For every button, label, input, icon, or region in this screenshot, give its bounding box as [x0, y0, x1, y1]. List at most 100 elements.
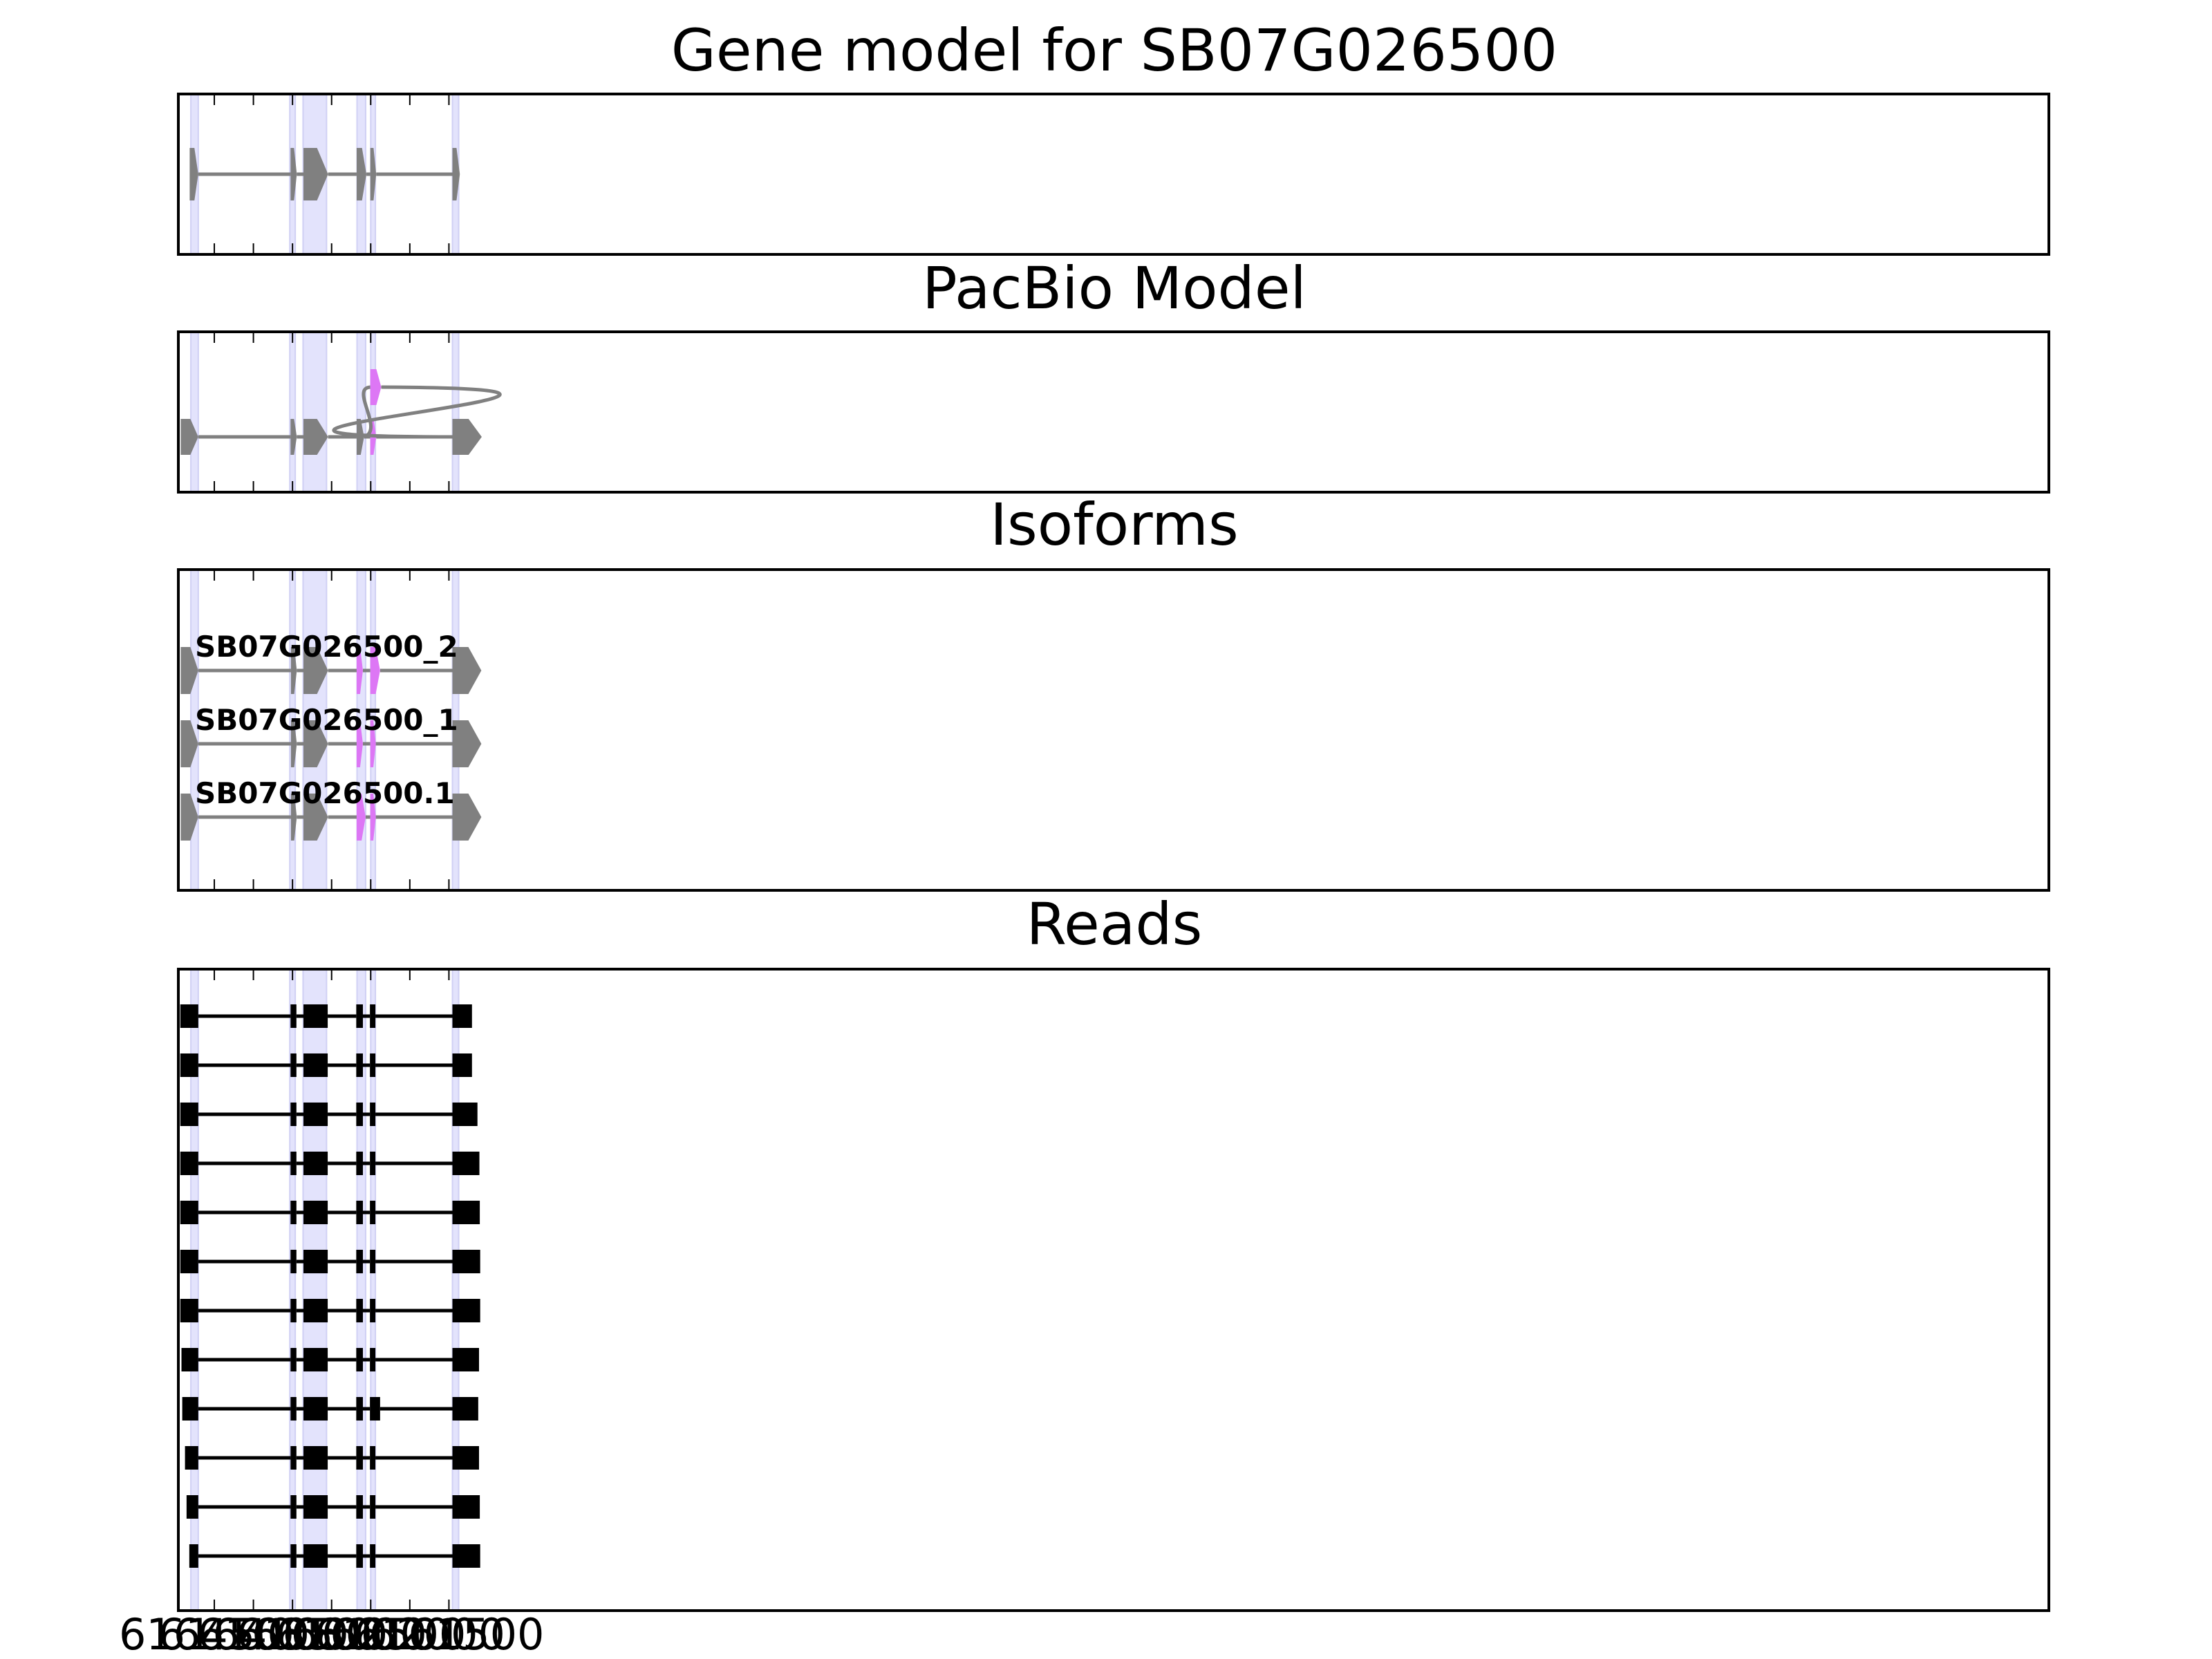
exon-arrow [180, 647, 198, 694]
pacbio-model-frame [177, 330, 2050, 494]
read-block [356, 1152, 363, 1175]
read-block [356, 1397, 363, 1421]
reads-panel: Reads [177, 890, 2050, 1612]
read-block [290, 1397, 297, 1421]
read-block [452, 1103, 478, 1126]
read-block [356, 1446, 363, 1470]
read-block [303, 1495, 328, 1519]
read-block [182, 1397, 198, 1421]
exon-arrow [356, 647, 363, 694]
read-block [290, 1348, 297, 1371]
highlight-region [190, 331, 199, 493]
exon-arrow [290, 419, 297, 455]
read-block [290, 1544, 297, 1568]
exon-arrow [356, 148, 367, 200]
read-block [370, 1103, 376, 1126]
isoforms-frame [177, 568, 2050, 892]
read-block [290, 1004, 297, 1028]
read-block [370, 1446, 376, 1470]
gene-model-title: Gene model for SB07G026500 [671, 17, 1557, 84]
exon-arrow [370, 148, 377, 200]
reads-tracks [180, 1004, 480, 1568]
read-block [452, 1299, 480, 1322]
exon-arrow [189, 148, 198, 200]
read-block [356, 1544, 363, 1568]
exon-arrow [303, 148, 328, 200]
read-block [303, 1201, 328, 1224]
exon-arrow [180, 419, 198, 455]
isoforms-panel: Isoforms SB07G026500_2SB07G026500_1SB07G… [177, 491, 2050, 892]
isoforms-title: Isoforms [990, 491, 1239, 559]
read-block [290, 1299, 297, 1322]
read-block [452, 1446, 479, 1470]
x-tick-label: 6161500 [353, 1609, 544, 1659]
read-block [290, 1495, 297, 1519]
reads-ticks [214, 969, 450, 1611]
read-block [356, 1495, 363, 1519]
exon-arrow [370, 794, 376, 841]
read-block [452, 1348, 479, 1371]
read-block [303, 1152, 328, 1175]
pacbio-model-panel: PacBio Model [177, 254, 2050, 494]
read-block [370, 1495, 376, 1519]
highlight-region [451, 331, 460, 493]
read-block [356, 1053, 363, 1077]
read-block [185, 1446, 198, 1470]
x-tick-label: 6164000 [158, 1609, 349, 1659]
isoforms-tracks: SB07G026500_2 SB07G026500_1 SB07G026500.1 [180, 630, 482, 841]
read-block [186, 1495, 198, 1519]
pacbio-model-tracks [180, 369, 502, 455]
read-block [303, 1004, 328, 1028]
reads-frame [177, 968, 2050, 1612]
x-axis-tick-labels: 6164500616400061635006163000616250061620… [119, 1609, 545, 1659]
read-block [303, 1446, 328, 1470]
read-block [290, 1201, 297, 1224]
read-block [452, 1495, 480, 1519]
gene-model-ticks [214, 94, 450, 254]
read-block [290, 1446, 297, 1470]
read-block [452, 1544, 480, 1568]
read-block [370, 1004, 376, 1028]
highlight-region [289, 331, 297, 493]
read-block [452, 1201, 480, 1224]
exon-arrow [452, 419, 482, 455]
exon-arrow [452, 720, 482, 767]
x-tick-label: 6162000 [315, 1609, 505, 1659]
read-block [452, 1397, 478, 1421]
read-block [356, 1348, 363, 1371]
read-block [303, 1299, 328, 1322]
read-block [452, 1250, 480, 1273]
exon-arrow [303, 419, 328, 455]
read-block [356, 1103, 363, 1126]
exon-arrow [180, 720, 198, 767]
read-block [356, 1250, 363, 1273]
read-block [303, 1544, 328, 1568]
exon-arrow [356, 794, 366, 841]
intron-curve [332, 385, 502, 439]
read-block [303, 1397, 328, 1421]
read-block [303, 1103, 328, 1126]
read-block [180, 1152, 198, 1175]
exon-arrow [290, 148, 297, 200]
read-block [180, 1299, 198, 1322]
highlight-region [370, 331, 377, 493]
read-block [370, 1250, 376, 1273]
read-block [370, 1348, 376, 1371]
exon-arrow [290, 720, 297, 767]
read-block [290, 1152, 297, 1175]
read-block [370, 1053, 376, 1077]
read-block [180, 1201, 198, 1224]
read-block [290, 1250, 297, 1273]
exon-arrow [452, 794, 482, 841]
read-block [303, 1250, 328, 1273]
exon-arrow [370, 720, 376, 767]
highlight-region [302, 331, 328, 493]
read-block [181, 1348, 198, 1371]
pacbio-model-ticks [214, 332, 450, 492]
exon-arrow [180, 794, 198, 841]
x-tick-label: 6164500 [119, 1609, 310, 1659]
highlight-region [356, 331, 366, 493]
exon-arrow [356, 419, 364, 455]
